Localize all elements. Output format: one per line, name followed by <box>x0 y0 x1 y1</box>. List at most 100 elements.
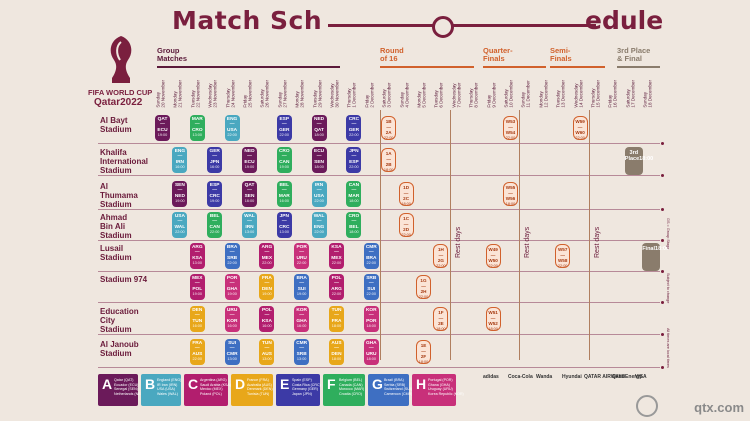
group-match-card[interactable]: GER — JPN 16:00 <box>207 147 223 173</box>
kickoff-time: 13:00 <box>227 357 237 362</box>
group-match-card[interactable]: NED — ECU 19:00 <box>242 147 257 173</box>
group-match-card[interactable]: FRA — DEN 19:00 <box>259 274 275 300</box>
kickoff-time: 19:00 <box>175 199 185 204</box>
group-match-card[interactable]: KOR — POR 18:00 <box>363 306 379 332</box>
group-match-card[interactable]: DEN — TUN 16:00 <box>189 306 205 332</box>
match-teams: QAT — ECU <box>157 117 168 133</box>
group-match-card[interactable]: ESP — CRC 19:00 <box>207 181 223 207</box>
final-match-card[interactable]: Final18:00 <box>642 243 669 271</box>
group-match-card[interactable]: ARG — KSA 13:00 <box>189 243 205 269</box>
final-match-card[interactable]: 3rd Place18:00 <box>624 147 653 175</box>
group-match-card[interactable]: AUS — DEN 18:00 <box>329 339 344 365</box>
knockout-match-card[interactable]: 1B — 2A 22:00 <box>381 116 397 140</box>
group-match-card[interactable]: MEX — POL 19:00 <box>189 274 205 300</box>
group-match-card[interactable]: ECU — SEN 18:00 <box>311 147 327 173</box>
group-teams: Portugal (POR) Ghana (GHA) Uruguay (URU)… <box>428 378 464 396</box>
match-teams: 1B — 2A <box>385 119 392 136</box>
group-match-card[interactable]: BEL — MAR 16:00 <box>276 181 292 207</box>
knockout-match-card[interactable]: 1E — 2F 18:00 <box>416 340 431 364</box>
kickoff-time: 16:00 <box>209 165 220 170</box>
group-match-card[interactable]: BRA — SRB 22:00 <box>224 243 240 269</box>
group-match-card[interactable]: WAL — IRN 13:00 <box>242 212 257 238</box>
group-match-card[interactable]: SUI — CMR 13:00 <box>224 339 240 365</box>
group-match-card[interactable]: FRA — AUS 22:00 <box>189 339 205 365</box>
venue-label: Education City Stadium <box>100 307 139 334</box>
knockout-match-card[interactable]: W53 — W54 22:00 <box>503 116 518 140</box>
group-match-card[interactable]: POR — GHA 19:00 <box>224 274 240 300</box>
knockout-match-card[interactable]: W51 — W52 18:00 <box>485 307 501 331</box>
kickoff-time: 18:00 <box>314 133 324 138</box>
date-label: Sunday 11 December <box>520 80 531 108</box>
group-match-card[interactable]: URU — KOR 16:00 <box>224 306 240 332</box>
group-match-card[interactable]: ENG — IRN 16:00 <box>172 147 188 173</box>
group-match-card[interactable]: CAN — MAR 18:00 <box>346 181 362 207</box>
group-match-card[interactable]: POL — ARG 22:00 <box>329 274 344 300</box>
knockout-match-card[interactable]: 1G — 2H 22:00 <box>416 275 431 299</box>
group-match-card[interactable]: SEN — NED 19:00 <box>172 181 188 207</box>
kickoff-time: 18:00 <box>331 357 342 362</box>
kickoff-time: 22:00 <box>227 261 237 266</box>
group-match-card[interactable]: CRC — GER 22:00 <box>346 115 362 141</box>
knockout-match-card[interactable]: W49 — W50 22:00 <box>485 244 501 268</box>
match-teams: 1F — 2E <box>438 310 444 327</box>
date-column: Sunday 20 November <box>155 70 166 108</box>
knockout-match-card[interactable]: 1C — 2D 22:00 <box>398 213 414 237</box>
date-column: Sunday 27 November <box>277 70 288 108</box>
kickoff-time: 13:00 <box>192 261 203 266</box>
row-divider <box>98 302 660 303</box>
match-teams: KOR — POR <box>365 308 377 324</box>
group-match-card[interactable]: POR — URU 22:00 <box>294 243 310 269</box>
group-match-card[interactable]: TUN — AUS 13:00 <box>259 339 275 365</box>
knockout-match-card[interactable]: 1F — 2E 18:00 <box>433 307 449 331</box>
group-match-card[interactable]: BEL — CAN 22:00 <box>207 212 223 238</box>
knockout-match-card[interactable]: W57 — W58 22:00 <box>555 244 571 268</box>
venue-label: Ahmad Bin Ali Stadium <box>100 213 132 240</box>
venue-label: Lusail Stadium <box>100 244 132 262</box>
group-match-card[interactable]: CMR — SRB 13:00 <box>294 339 310 365</box>
group-match-card[interactable]: ARG — MEX 22:00 <box>259 243 275 269</box>
group-match-card[interactable]: CRO — BEL 18:00 <box>346 212 362 238</box>
group-match-card[interactable]: MAR — CRO 13:00 <box>189 115 205 141</box>
date-column: Wednesday 7 December <box>451 70 462 108</box>
group-match-card[interactable]: QAT — SEN 16:00 <box>242 181 257 207</box>
date-label: Saturday 17 December <box>625 80 635 108</box>
group-match-card[interactable]: CRO — CAN 19:00 <box>276 147 292 173</box>
match-teams: BEL — CAN <box>209 214 220 230</box>
date-label: Tuesday 29 November <box>312 80 322 108</box>
group-match-card[interactable]: KOR — GHA 16:00 <box>294 306 310 332</box>
group-match-card[interactable]: CMR — BRA 22:00 <box>363 243 379 269</box>
group-match-card[interactable]: SRB — SUI 22:00 <box>363 274 379 300</box>
group-match-card[interactable]: POL — KSA 16:00 <box>259 306 275 332</box>
group-match-card[interactable]: WAL — ENG 22:00 <box>311 212 327 238</box>
group-match-card[interactable]: IRN — USA 22:00 <box>311 181 327 207</box>
knockout-match-card[interactable]: W59 — W60 22:00 <box>572 116 588 140</box>
group-match-card[interactable]: TUN — FRA 18:00 <box>329 306 344 332</box>
date-column: Saturday 10 December <box>503 70 514 108</box>
group-match-card[interactable]: KSA — MEX 22:00 <box>329 243 344 269</box>
group-match-card[interactable]: BRA — SUI 19:00 <box>294 274 310 300</box>
group-match-card[interactable]: GHA — URU 18:00 <box>363 339 379 365</box>
group-match-card[interactable]: ENG — USA 22:00 <box>224 115 240 141</box>
group-match-card[interactable]: JPN — CRC 13:00 <box>276 212 292 238</box>
row-dot <box>661 366 664 369</box>
group-letter: C <box>188 376 199 392</box>
kickoff-time: 22:00 <box>227 133 237 138</box>
group-match-card[interactable]: NED — QAT 18:00 <box>311 115 327 141</box>
date-label: Friday 25 November <box>242 80 253 108</box>
sponsor-logo: adidas <box>483 374 499 380</box>
match-teams: W51 — W52 <box>488 310 498 327</box>
group-match-card[interactable]: ESP — GER 22:00 <box>276 115 292 141</box>
group-teams: Brazil (BRA) Serbia (SRB) Switzerland (S… <box>384 378 413 396</box>
group-match-card[interactable]: USA — WAL 22:00 <box>172 212 188 238</box>
knockout-match-card[interactable]: 1H — 2G 22:00 <box>433 244 449 268</box>
group-match-card[interactable]: QAT — ECU 19:00 <box>155 115 170 141</box>
knockout-match-card[interactable]: 1A — 2B 18:00 <box>381 148 397 172</box>
match-teams: KSA — MEX <box>331 245 342 261</box>
date-column: Saturday 17 December <box>625 70 636 108</box>
group-legend-A: A Qatar (QAT) Ecuador (ECU) Senegal (SEN)… <box>98 374 144 406</box>
knockout-match-card[interactable]: 1D — 2C 18:00 <box>398 182 414 206</box>
group-match-card[interactable]: JPN — ESP 22:00 <box>346 147 362 173</box>
date-column: Friday 2 December <box>364 70 375 108</box>
knockout-match-card[interactable]: W55 — W56 18:00 <box>503 182 518 206</box>
date-label: Wednesday 14 December <box>573 80 583 108</box>
